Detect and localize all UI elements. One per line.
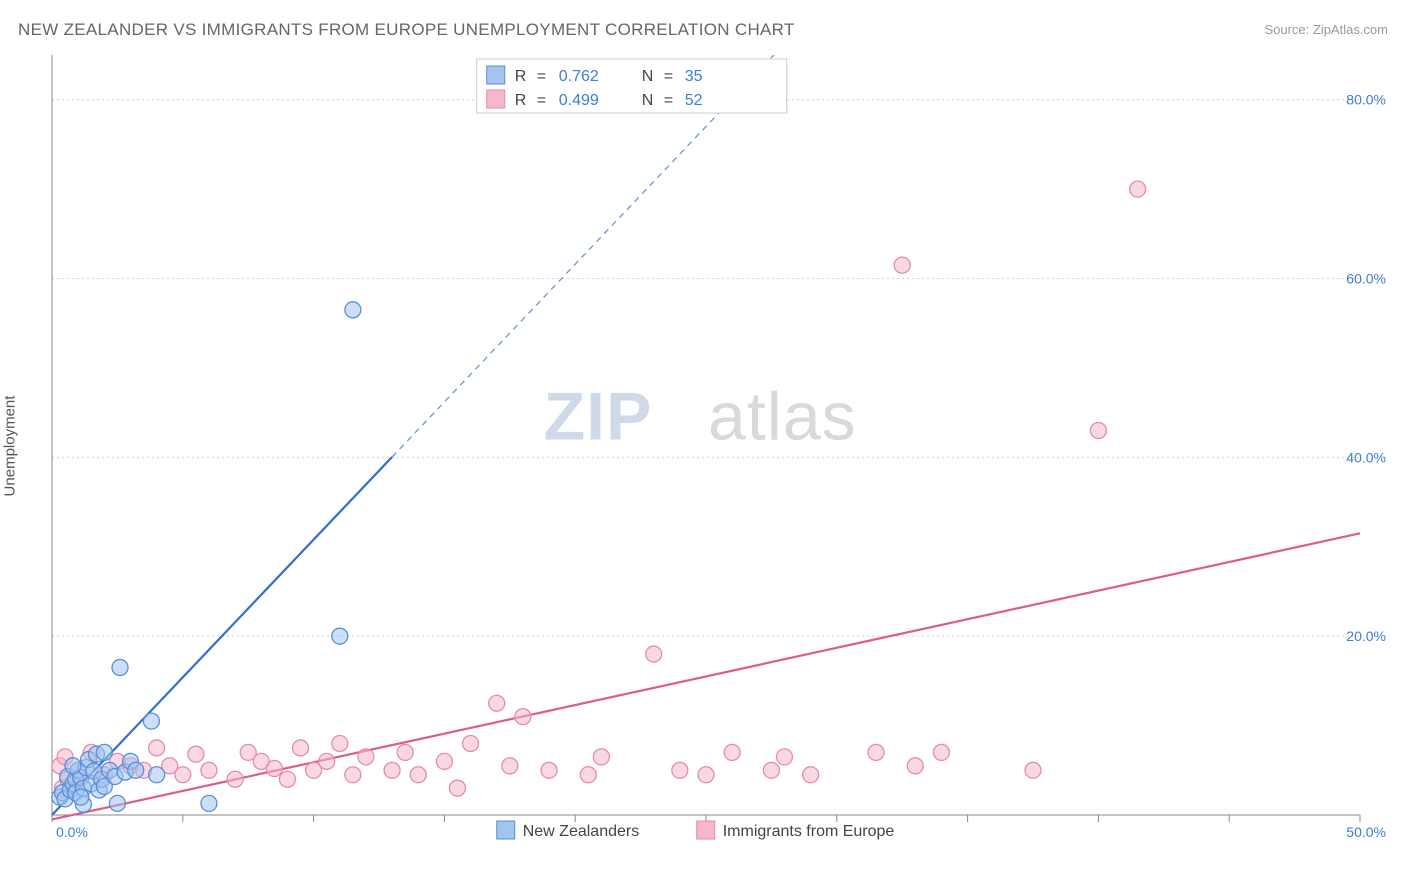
data-point-pink — [1025, 762, 1041, 778]
data-point-pink — [672, 762, 688, 778]
watermark-atlas: atlas — [708, 378, 857, 454]
data-point-pink — [1090, 423, 1106, 439]
legend-swatch-blue — [497, 821, 515, 839]
source-attribution: Source: ZipAtlas.com — [1264, 22, 1388, 37]
stats-n-label: N — [642, 68, 654, 85]
data-point-blue — [112, 659, 128, 675]
y-tick-label: 20.0% — [1346, 628, 1386, 644]
data-point-pink — [502, 758, 518, 774]
stats-r-label: R — [515, 92, 527, 109]
data-point-blue — [128, 762, 144, 778]
source-label: Source: — [1264, 22, 1312, 37]
stats-n-label: N — [642, 92, 654, 109]
data-point-pink — [1130, 181, 1146, 197]
data-point-pink — [358, 749, 374, 765]
data-point-pink — [593, 749, 609, 765]
data-point-pink — [266, 761, 282, 777]
stats-n-blue: 35 — [685, 68, 703, 85]
legend-swatch-pink — [697, 821, 715, 839]
chart-container: NEW ZEALANDER VS IMMIGRANTS FROM EUROPE … — [0, 0, 1406, 892]
y-tick-label: 60.0% — [1346, 271, 1386, 287]
data-point-pink — [698, 767, 714, 783]
scatter-svg: ZIP atlas 20.0% 40.0% 60.0% 80.0% 0.0% 50.0% R = 0… — [50, 55, 1388, 845]
data-point-pink — [410, 767, 426, 783]
legend-label-blue: New Zealanders — [523, 823, 640, 840]
source-value: ZipAtlas.com — [1313, 22, 1388, 37]
stats-swatch-blue — [487, 66, 505, 84]
data-point-blue — [73, 789, 89, 805]
data-point-pink — [580, 767, 596, 783]
data-point-pink — [384, 762, 400, 778]
data-point-pink — [345, 767, 361, 783]
x-tick-label: 50.0% — [1346, 824, 1386, 840]
stats-r-blue: 0.762 — [559, 68, 599, 85]
data-point-pink — [188, 746, 204, 762]
data-point-pink — [907, 758, 923, 774]
data-point-pink — [868, 744, 884, 760]
data-point-pink — [201, 762, 217, 778]
stats-eq: = — [664, 68, 673, 85]
stats-swatch-pink — [487, 90, 505, 108]
data-point-blue — [345, 302, 361, 318]
y-tick-label: 40.0% — [1346, 449, 1386, 465]
data-point-pink — [463, 735, 479, 751]
data-point-pink — [175, 767, 191, 783]
data-point-pink — [319, 753, 335, 769]
data-point-pink — [332, 735, 348, 751]
legend-label-pink: Immigrants from Europe — [723, 823, 895, 840]
data-point-pink — [293, 740, 309, 756]
data-point-blue — [143, 713, 159, 729]
stats-r-pink: 0.499 — [559, 92, 599, 109]
data-point-pink — [763, 762, 779, 778]
data-point-pink — [933, 744, 949, 760]
data-point-blue — [149, 767, 165, 783]
data-point-pink — [646, 646, 662, 662]
data-point-blue — [201, 795, 217, 811]
data-point-pink — [149, 740, 165, 756]
y-tick-label: 80.0% — [1346, 92, 1386, 108]
data-point-pink — [803, 767, 819, 783]
data-point-pink — [489, 695, 505, 711]
data-point-blue — [332, 628, 348, 644]
data-point-pink — [541, 762, 557, 778]
stats-n-pink: 52 — [685, 92, 703, 109]
data-point-pink — [436, 753, 452, 769]
data-point-pink — [776, 749, 792, 765]
stats-eq: = — [537, 68, 546, 85]
stats-r-label: R — [515, 68, 527, 85]
chart-title: NEW ZEALANDER VS IMMIGRANTS FROM EUROPE … — [18, 20, 795, 40]
stats-eq: = — [537, 92, 546, 109]
data-point-blue — [96, 744, 112, 760]
stats-eq: = — [664, 92, 673, 109]
x-tick-label: 0.0% — [56, 824, 88, 840]
data-point-pink — [515, 709, 531, 725]
data-point-pink — [724, 744, 740, 760]
data-point-pink — [227, 771, 243, 787]
data-point-pink — [894, 257, 910, 273]
data-point-pink — [449, 780, 465, 796]
data-point-blue — [65, 758, 81, 774]
watermark-zip: ZIP — [544, 378, 653, 454]
data-point-pink — [397, 744, 413, 760]
plot-area: ZIP atlas 20.0% 40.0% 60.0% 80.0% 0.0% 50.0% R = 0… — [50, 55, 1388, 845]
data-point-pink — [279, 771, 295, 787]
data-point-blue — [109, 795, 125, 811]
y-axis-label: Unemployment — [2, 396, 19, 497]
